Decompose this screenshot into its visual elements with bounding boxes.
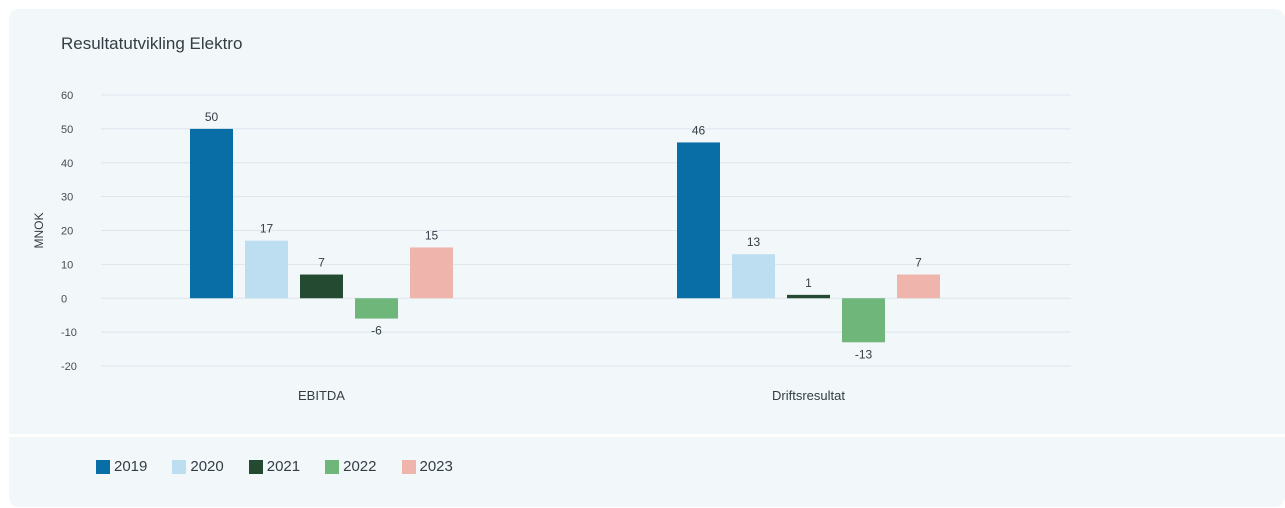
x-category-label: EBITDA [298, 388, 345, 403]
legend-label: 2023 [419, 458, 453, 475]
legend-item-2022: 2022 [325, 458, 377, 475]
legend-swatch [172, 459, 187, 474]
bar-ebitda-2022 [355, 298, 398, 319]
bar-driftsresultat-2020 [732, 254, 775, 299]
legend-swatch [96, 459, 110, 474]
y-tick-label: 60 [61, 90, 73, 102]
bar-driftsresultat-2022 [842, 298, 885, 343]
data-label: 50 [205, 110, 219, 124]
legend-divider [9, 434, 1285, 437]
legend-item-2023: 2023 [401, 458, 453, 475]
y-tick-label: -20 [61, 361, 77, 373]
y-axis-label: MNOK [32, 213, 46, 249]
data-label: -13 [855, 347, 873, 361]
legend-label: 2019 [114, 458, 148, 475]
chart-card: Resultatutvikling Elektro 60 50 40 30 20 10 0 -… [9, 9, 1285, 507]
data-label: 46 [692, 123, 706, 137]
chart-legend: 2019 2020 2021 2022 2023 [96, 458, 478, 475]
legend-item-2021: 2021 [248, 458, 301, 475]
legend-label: 2020 [190, 458, 224, 475]
data-label: -6 [371, 324, 382, 338]
bar-driftsresultat-2021 [787, 294, 830, 299]
y-tick-label: -10 [61, 327, 77, 339]
x-category-label: Driftsresultat [772, 388, 845, 403]
y-tick-label: 50 [61, 124, 73, 136]
bar-ebitda-2021 [300, 274, 343, 299]
y-tick-label: 20 [61, 226, 73, 238]
bar-driftsresultat-2023 [897, 274, 940, 299]
legend-swatch [325, 459, 340, 474]
bar-ebitda-2019 [190, 128, 233, 299]
data-label: 17 [260, 222, 274, 236]
legend-swatch [248, 459, 263, 474]
y-tick-label: 40 [61, 158, 73, 170]
bar-ebitda-2023 [410, 247, 453, 299]
legend-item-2020: 2020 [172, 458, 224, 475]
data-label: 7 [915, 256, 922, 270]
legend-swatch [401, 459, 416, 474]
bar-driftsresultat-2019 [677, 142, 720, 299]
data-label: 13 [747, 235, 761, 249]
y-tick-label: 10 [61, 259, 73, 271]
legend-item-2019: 2019 [96, 458, 147, 475]
legend-label: 2021 [266, 458, 301, 475]
y-tick-label: 0 [61, 293, 67, 305]
bar-ebitda-2020 [245, 240, 288, 299]
data-label: 15 [425, 228, 439, 242]
legend-label: 2022 [343, 458, 377, 475]
data-label: 7 [318, 256, 325, 270]
y-tick-label: 30 [61, 192, 73, 204]
chart-title: Resultatutvikling Elektro [61, 34, 243, 53]
bar-chart: 6050403020100-10-20MNOK50177-615EBITDA46… [32, 90, 1071, 403]
data-label: 1 [805, 276, 812, 290]
